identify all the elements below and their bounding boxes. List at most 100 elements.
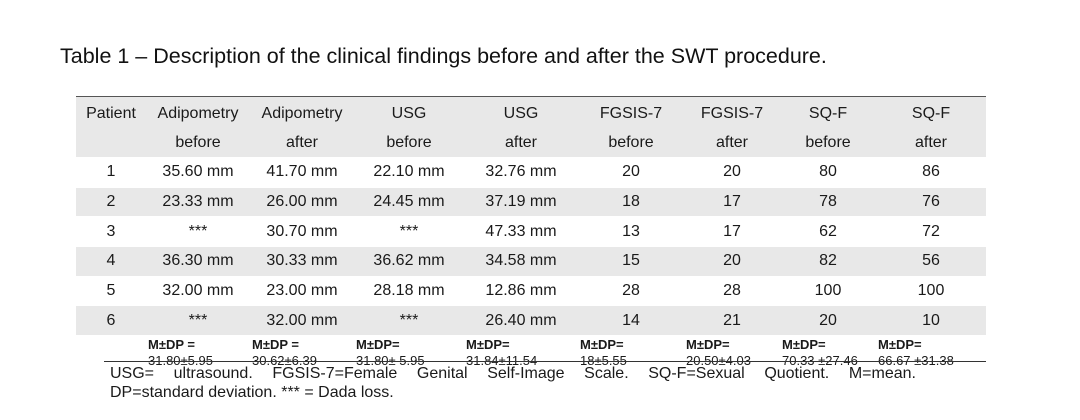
header-cell: after [464,128,578,158]
header-cell: SQ-F [876,96,986,128]
table-row: 4 36.30 mm 30.33 mm 36.62 mm 34.58 mm 15 20 82 5… [76,246,986,277]
summary-value: 66.67 ±31.38 [878,353,954,369]
summary-label: M±DP = [148,337,195,353]
data-cell: 47.33 mm [464,216,578,247]
data-cell: 36.62 mm [354,246,464,277]
data-cell: 20 [780,305,876,336]
header-row-2: before after before after before after b… [76,128,986,158]
summary-cell: M±DP = 30.62±6.39 [250,335,354,371]
footnote-word: USG= [110,365,155,382]
patient-cell: 5 [76,275,146,306]
data-cell: *** [354,216,464,247]
summary-value: 31.80±5.95 [148,353,213,369]
data-cell: 20 [684,157,780,188]
data-cell: 32.76 mm [464,157,578,188]
data-cell: 28 [578,275,684,306]
data-cell: *** [354,305,464,336]
header-cell: before [146,128,250,158]
table-footnote: USG= ultrasound. FGSIS-7=Female Genital Self… [110,364,916,402]
table-bottom-rule [104,361,986,362]
header-cell: before [354,128,464,158]
data-cell: *** [146,305,250,336]
summary-value: 31.84±11.54 [466,353,538,369]
summary-label: M±DP= [686,337,730,353]
data-cell: *** [146,216,250,247]
header-cell: before [578,128,684,158]
summary-cell: M±DP= 66.67 ±31.38 [876,335,986,371]
header-cell: after [684,128,780,158]
summary-value: 31.80± 5.95 [356,353,425,369]
table-row: 1 35.60 mm 41.70 mm 22.10 mm 32.76 mm 20 20 80 8… [76,157,986,188]
summary-cell: M±DP= 20.50±4.03 [684,335,780,371]
summary-label: M±DP= [782,337,826,353]
table-row: 5 32.00 mm 23.00 mm 28.18 mm 12.86 mm 28 28 100… [76,275,986,306]
summary-label: M±DP= [466,337,510,353]
data-cell: 41.70 mm [250,157,354,188]
data-cell: 30.33 mm [250,246,354,277]
summary-value: 30.62±6.39 [252,353,317,369]
header-cell: FGSIS-7 [578,96,684,128]
summary-row: M±DP = 31.80±5.95 M±DP = 30.62±6.39 M±DP= 31.… [76,335,986,371]
table-row: 6 *** 32.00 mm *** 26.40 mm 14 21 20 10 [76,305,986,336]
data-cell: 86 [876,157,986,188]
data-cell: 26.00 mm [250,186,354,217]
summary-cell: M±DP= 31.84±11.54 [464,335,578,371]
header-cell: after [876,128,986,158]
data-cell: 37.19 mm [464,186,578,217]
patient-cell: 3 [76,216,146,247]
data-cell: 13 [578,216,684,247]
summary-label: M±DP= [878,337,922,353]
data-cell: 34.58 mm [464,246,578,277]
header-cell: SQ-F [780,96,876,128]
table-row: 2 23.33 mm 26.00 mm 24.45 mm 37.19 mm 18 17 78 7… [76,186,986,217]
footnote-word: ultrasound. [173,365,253,382]
table-row: 3 *** 30.70 mm *** 47.33 mm 13 17 62 72 [76,216,986,247]
data-cell: 17 [684,186,780,217]
data-cell: 100 [780,275,876,306]
summary-cell: M±DP= 70.33 ±27.46 [780,335,876,371]
data-cell: 35.60 mm [146,157,250,188]
header-row-1: Patient Adipometry Adipometry USG USG FG… [76,96,986,128]
data-cell: 20 [578,157,684,188]
footnote-line-1: USG= ultrasound. FGSIS-7=Female Genital Self… [110,364,916,383]
data-cell: 23.00 mm [250,275,354,306]
data-cell: 72 [876,216,986,247]
data-cell: 82 [780,246,876,277]
data-cell: 32.00 mm [250,305,354,336]
patient-cell: 4 [76,246,146,277]
data-cell: 22.10 mm [354,157,464,188]
summary-label: M±DP= [580,337,624,353]
header-cell: Adipometry [250,96,354,128]
data-cell: 100 [876,275,986,306]
header-cell: Patient [76,96,146,128]
data-cell: 10 [876,305,986,336]
data-cell: 14 [578,305,684,336]
table-body: 1 35.60 mm 41.70 mm 22.10 mm 32.76 mm 20 20 80 8… [76,157,986,372]
data-cell: 28 [684,275,780,306]
summary-label: M±DP= [356,337,400,353]
summary-value: 18±5.55 [580,353,627,369]
data-cell: 30.70 mm [250,216,354,247]
data-cell: 24.45 mm [354,186,464,217]
header-cell: after [250,128,354,158]
data-cell: 23.33 mm [146,186,250,217]
summary-cell: M±DP= 31.80± 5.95 [354,335,464,371]
summary-cell: M±DP = 31.80±5.95 [146,335,250,371]
data-cell: 18 [578,186,684,217]
clinical-findings-table: Patient Adipometry Adipometry USG USG FG… [76,96,986,371]
header-cell: Adipometry [146,96,250,128]
footnote-word: Self-Image [487,365,565,382]
data-cell: 21 [684,305,780,336]
summary-label: M±DP = [252,337,299,353]
patient-cell: 6 [76,305,146,336]
data-cell: 76 [876,186,986,217]
data-cell: 62 [780,216,876,247]
footnote-word: Genital [416,365,468,382]
summary-value: 70.33 ±27.46 [782,353,858,369]
data-cell: 15 [578,246,684,277]
data-cell: 32.00 mm [146,275,250,306]
data-cell: 36.30 mm [146,246,250,277]
summary-value: 20.50±4.03 [686,353,751,369]
data-cell: 26.40 mm [464,305,578,336]
footnote-word: Scale. [584,365,629,382]
